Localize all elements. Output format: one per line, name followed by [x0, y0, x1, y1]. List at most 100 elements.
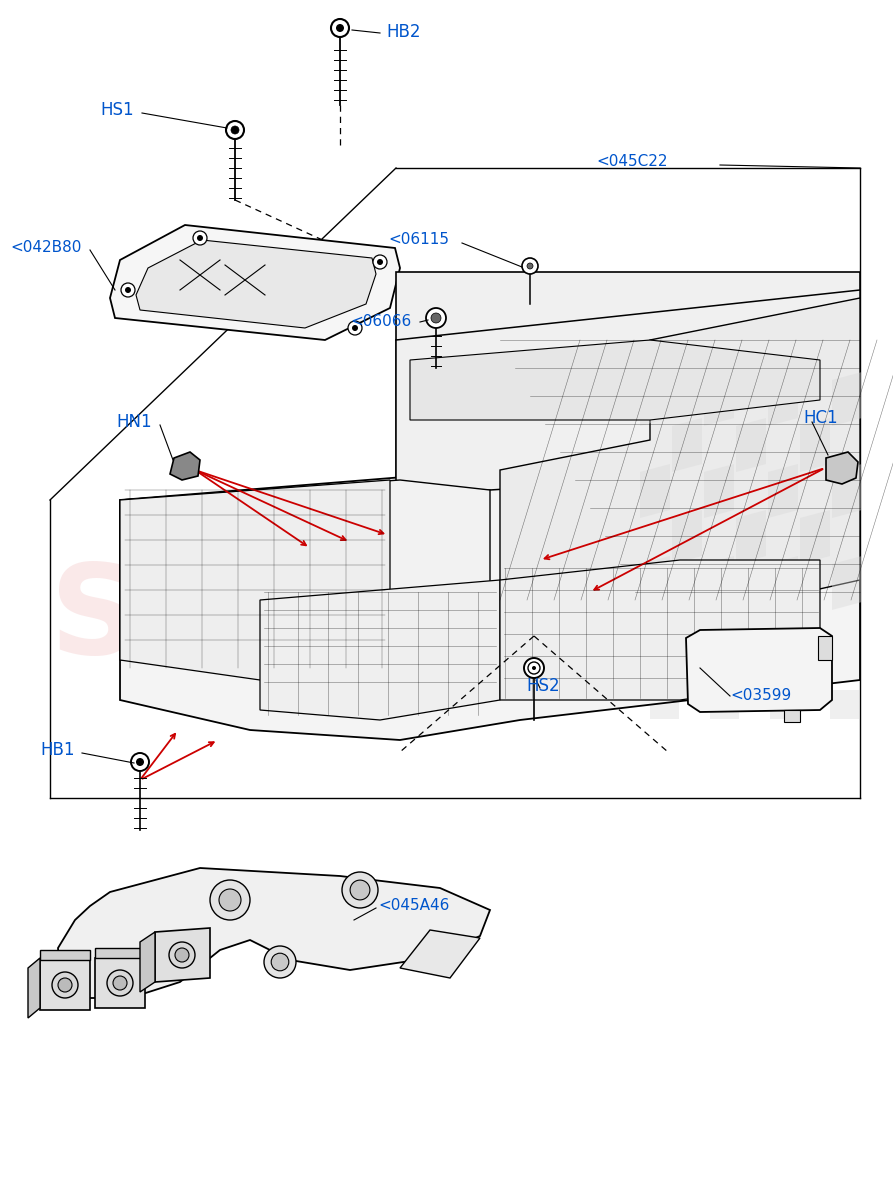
- Circle shape: [528, 662, 540, 674]
- Circle shape: [121, 283, 135, 296]
- Text: <06115: <06115: [388, 233, 449, 247]
- Polygon shape: [826, 452, 858, 484]
- Circle shape: [197, 235, 203, 241]
- Polygon shape: [830, 690, 859, 719]
- Polygon shape: [680, 660, 709, 689]
- Circle shape: [125, 287, 131, 293]
- Polygon shape: [770, 630, 799, 659]
- Polygon shape: [736, 418, 766, 472]
- Polygon shape: [710, 630, 739, 659]
- Text: HB1: HB1: [40, 740, 74, 758]
- Circle shape: [271, 953, 288, 971]
- Polygon shape: [396, 272, 860, 370]
- Polygon shape: [704, 464, 734, 518]
- Polygon shape: [832, 464, 862, 518]
- Circle shape: [219, 889, 241, 911]
- Text: HC1: HC1: [803, 409, 838, 427]
- Text: <045C22: <045C22: [596, 155, 667, 169]
- Polygon shape: [396, 340, 490, 490]
- Circle shape: [193, 230, 207, 245]
- Polygon shape: [28, 958, 40, 1018]
- Polygon shape: [830, 570, 859, 599]
- Polygon shape: [650, 690, 679, 719]
- Polygon shape: [672, 510, 702, 564]
- Polygon shape: [770, 690, 799, 719]
- Circle shape: [169, 942, 195, 968]
- Text: <045A46: <045A46: [378, 899, 449, 913]
- Polygon shape: [740, 540, 769, 569]
- Circle shape: [210, 880, 250, 920]
- Circle shape: [226, 121, 244, 139]
- Polygon shape: [800, 418, 830, 472]
- Polygon shape: [800, 600, 829, 629]
- Polygon shape: [818, 636, 832, 660]
- Polygon shape: [140, 932, 155, 992]
- Circle shape: [522, 258, 538, 274]
- Circle shape: [350, 880, 370, 900]
- Polygon shape: [768, 556, 798, 610]
- Polygon shape: [500, 298, 860, 620]
- Circle shape: [175, 948, 189, 962]
- Polygon shape: [110, 226, 400, 340]
- Polygon shape: [95, 958, 145, 1008]
- Polygon shape: [410, 340, 820, 420]
- Text: <042B80: <042B80: [10, 240, 81, 256]
- Polygon shape: [768, 464, 798, 518]
- Circle shape: [352, 325, 358, 331]
- Circle shape: [527, 263, 533, 269]
- Circle shape: [431, 313, 441, 323]
- Polygon shape: [620, 660, 649, 689]
- Circle shape: [377, 259, 383, 265]
- Circle shape: [58, 978, 72, 992]
- Circle shape: [331, 19, 349, 37]
- Polygon shape: [95, 948, 145, 958]
- Text: SCLA: SCLA: [50, 559, 408, 680]
- Polygon shape: [680, 540, 709, 569]
- Circle shape: [348, 320, 362, 335]
- Circle shape: [336, 24, 344, 32]
- Polygon shape: [620, 540, 649, 569]
- Polygon shape: [40, 960, 90, 1010]
- Polygon shape: [770, 570, 799, 599]
- Text: <06066: <06066: [350, 314, 412, 330]
- Polygon shape: [704, 372, 734, 426]
- Polygon shape: [832, 556, 862, 610]
- Text: HB2: HB2: [386, 23, 421, 41]
- Circle shape: [107, 970, 133, 996]
- Polygon shape: [120, 440, 860, 740]
- Polygon shape: [170, 452, 200, 480]
- Polygon shape: [120, 480, 490, 660]
- Polygon shape: [784, 710, 800, 722]
- Polygon shape: [650, 630, 679, 659]
- Circle shape: [231, 126, 239, 134]
- Polygon shape: [260, 580, 500, 720]
- Text: HN1: HN1: [116, 413, 152, 431]
- Polygon shape: [704, 556, 734, 610]
- Circle shape: [426, 308, 446, 328]
- Polygon shape: [136, 240, 376, 328]
- Text: HS2: HS2: [526, 677, 560, 695]
- Polygon shape: [155, 928, 210, 982]
- Polygon shape: [830, 630, 859, 659]
- Polygon shape: [740, 660, 769, 689]
- Polygon shape: [832, 372, 862, 426]
- Polygon shape: [640, 372, 670, 426]
- Polygon shape: [686, 628, 832, 712]
- Circle shape: [373, 254, 387, 269]
- Polygon shape: [640, 464, 670, 518]
- Circle shape: [131, 754, 149, 770]
- Polygon shape: [736, 510, 766, 564]
- Circle shape: [136, 758, 144, 766]
- Polygon shape: [58, 868, 490, 998]
- Circle shape: [113, 976, 127, 990]
- Polygon shape: [768, 372, 798, 426]
- Circle shape: [52, 972, 78, 998]
- Text: <03599: <03599: [730, 689, 791, 703]
- Polygon shape: [740, 600, 769, 629]
- Circle shape: [532, 666, 536, 670]
- Polygon shape: [672, 418, 702, 472]
- Circle shape: [524, 658, 544, 678]
- Polygon shape: [800, 540, 829, 569]
- Circle shape: [342, 872, 378, 908]
- Polygon shape: [800, 660, 829, 689]
